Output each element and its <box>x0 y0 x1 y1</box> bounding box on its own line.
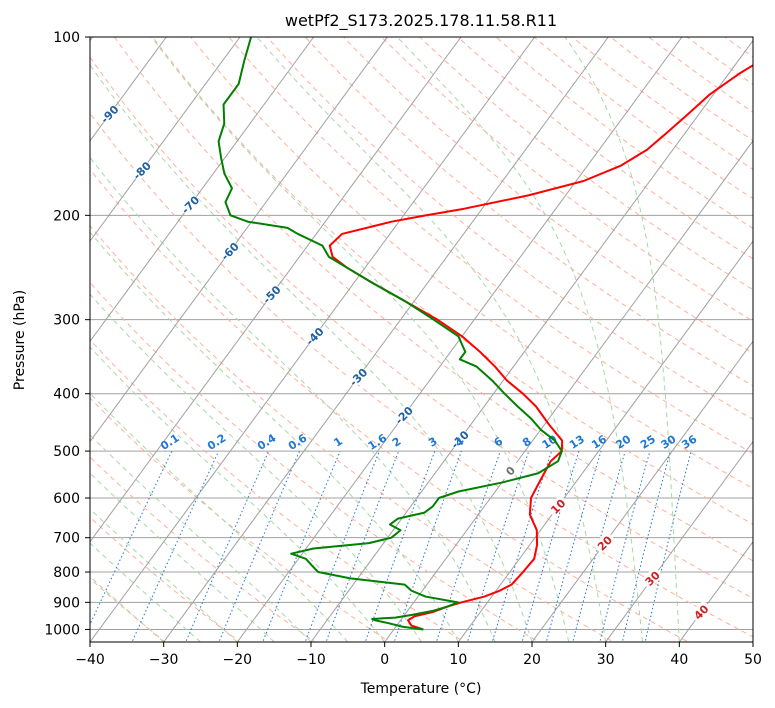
x-tick-label: 30 <box>597 652 615 668</box>
mixing-ratio-line <box>325 450 400 642</box>
y-axis-title: Pressure (hPa) <box>12 290 28 390</box>
x-tick-label: −40 <box>75 652 105 668</box>
moist-adiabat <box>90 472 275 642</box>
isotherm-label-bg <box>217 239 241 262</box>
x-tick-label: −20 <box>223 652 253 668</box>
plot-frame <box>89 36 754 643</box>
isotherm-label-bg <box>178 192 201 216</box>
isotherm-label-bg <box>640 566 664 589</box>
chart-title: wetPf2_S173.2025.178.11.58.R11 <box>285 11 557 31</box>
moist-adiabat <box>90 346 386 642</box>
x-axis-ticks: −40 −30 −20 −10 0 10 20 30 40 50 <box>75 642 762 668</box>
mixing-ratio-line <box>572 450 626 642</box>
moist-adiabat <box>90 156 496 642</box>
x-tick-label: −10 <box>296 652 326 668</box>
isotherm <box>90 37 241 242</box>
y-tick-label: 200 <box>53 208 80 224</box>
isotherm-label-bg <box>97 102 121 125</box>
isotherm <box>163 37 609 642</box>
dry-adiabat <box>90 281 540 642</box>
y-tick-label: 800 <box>53 565 80 581</box>
y-tick-label: 500 <box>53 444 80 460</box>
isotherm-label-bg <box>592 531 616 554</box>
dry-adiabat <box>304 37 753 387</box>
isotherm-label-bg <box>391 403 415 426</box>
temperature-line <box>328 64 753 631</box>
isotherm <box>457 240 753 642</box>
mixing-ratio-line <box>545 450 602 642</box>
mixing-ratio-line <box>621 450 671 642</box>
moist-adiabat <box>564 37 680 642</box>
y-tick-label: 100 <box>53 30 80 46</box>
moist-adiabat <box>90 231 459 642</box>
moist-adiabat <box>90 392 349 642</box>
isotherm <box>310 39 753 642</box>
isotherm <box>90 37 388 443</box>
mixing-ratio-line <box>90 450 173 626</box>
moist-adiabats <box>90 37 680 642</box>
x-tick-label: 20 <box>523 652 541 668</box>
y-tick-label: 300 <box>53 313 80 329</box>
isotherm <box>90 37 315 343</box>
x-tick-label: −30 <box>149 652 179 668</box>
isotherm-label-bg <box>545 494 569 518</box>
y-tick-label: 700 <box>53 531 80 547</box>
isotherm <box>605 440 753 642</box>
x-tick-label: 0 <box>380 652 389 668</box>
dry-adiabat <box>90 397 391 642</box>
isotherm <box>384 140 753 642</box>
isotherm-label-bg <box>447 427 471 451</box>
moist-adiabat <box>90 434 312 642</box>
mixing-ratio-line <box>521 450 580 642</box>
moist-adiabat <box>90 508 238 642</box>
isotherm-label-bg <box>259 282 283 306</box>
moist-adiabat <box>151 37 570 642</box>
mixing-ratio-line <box>364 450 436 642</box>
y-tick-label: 400 <box>53 387 80 403</box>
y-tick-label: 600 <box>53 491 80 507</box>
isotherm-label-bg <box>129 158 153 182</box>
x-axis-title: Temperature (°C) <box>360 681 482 697</box>
isotherm-label-bg <box>302 324 326 347</box>
mixing-ratio-line <box>218 450 300 642</box>
dry-adiabat <box>151 37 753 525</box>
moist-adiabat <box>396 37 643 642</box>
isotherm-label-bg <box>346 365 369 388</box>
x-tick-label: 50 <box>744 652 762 668</box>
mixing-ratio-line <box>644 450 692 642</box>
dry-adiabat <box>380 37 753 322</box>
dewpoint-line <box>217 37 563 631</box>
isotherm <box>90 37 167 142</box>
mixing-ratio-line <box>304 450 380 642</box>
x-tick-label: 10 <box>449 652 467 668</box>
y-tick-label: 900 <box>53 595 80 611</box>
profile-series <box>217 37 753 631</box>
x-tick-label: 40 <box>670 652 688 668</box>
mixing-ratio-line <box>393 450 462 642</box>
mixing-ratio-line <box>491 450 553 642</box>
moist-adiabat <box>90 575 164 642</box>
y-axis-ticks: 100 200 300 400 500 600 700 800 900 1000 <box>44 30 90 638</box>
dry-adiabat <box>90 577 167 642</box>
moist-adiabat <box>90 542 201 642</box>
dry-adiabat <box>113 37 753 562</box>
dry-adiabat <box>228 37 753 455</box>
mixing-ratio-line <box>435 450 501 642</box>
dry-adiabat <box>90 456 316 642</box>
isotherm-label-bg <box>689 600 712 623</box>
mixing-ratio-line <box>599 450 651 642</box>
isotherm-label-bg <box>498 458 522 482</box>
y-tick-label: 1000 <box>44 622 80 638</box>
dry-adiabat <box>90 339 466 642</box>
grid <box>90 37 753 630</box>
